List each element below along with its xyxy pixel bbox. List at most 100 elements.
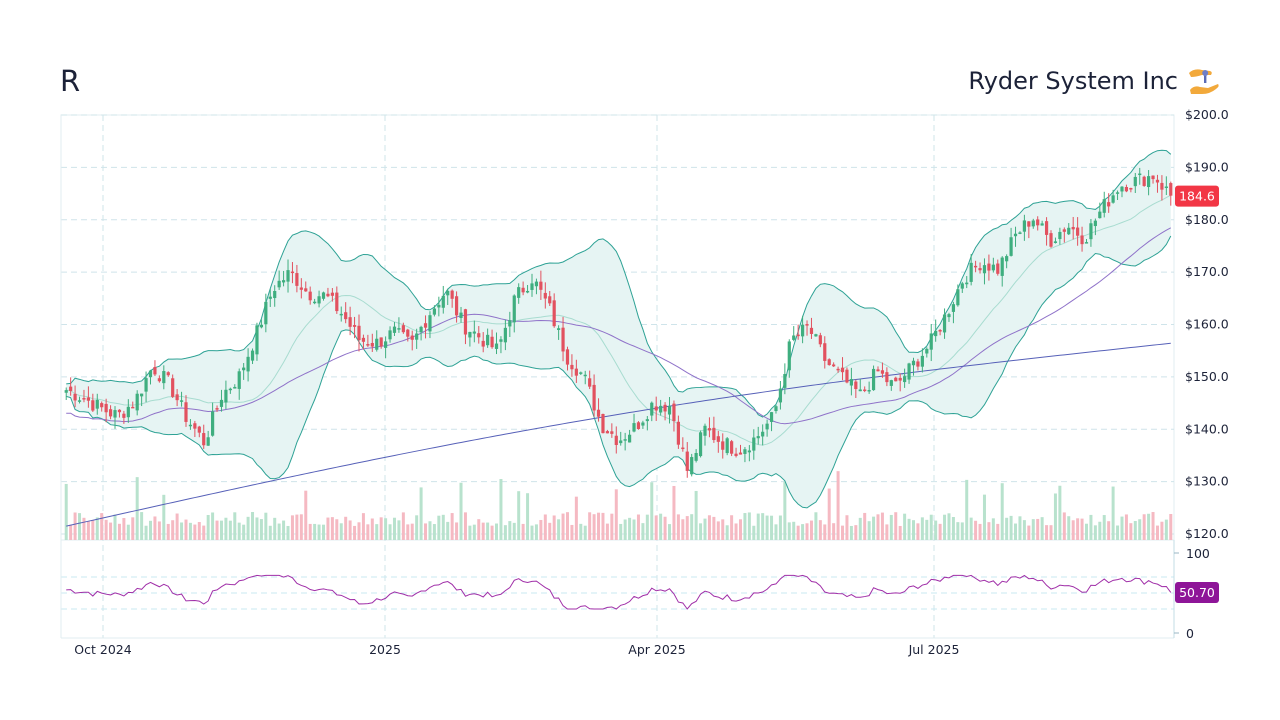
volume-bar	[650, 482, 654, 540]
sma-200-line	[66, 342, 1171, 527]
rsi-panel	[66, 574, 1172, 610]
candle-body	[1142, 176, 1146, 186]
candle-body	[410, 335, 414, 340]
candle-body	[583, 374, 587, 377]
candle-body	[193, 423, 197, 429]
candle-body	[219, 399, 224, 407]
volume-bar	[996, 523, 1000, 540]
candle-body	[1089, 223, 1093, 240]
candle-body	[1040, 223, 1044, 226]
candle-body	[1009, 237, 1013, 256]
candle-body	[614, 435, 618, 446]
candle-body	[206, 437, 210, 446]
candle-body	[809, 327, 814, 334]
volume-bar	[157, 521, 161, 540]
bollinger-fill	[66, 150, 1171, 508]
volume-bar	[481, 522, 485, 540]
volume-bar	[1120, 516, 1124, 540]
volume-bar	[534, 524, 538, 540]
volume-bar	[202, 525, 206, 540]
candle-body	[202, 433, 206, 446]
candle-body	[738, 452, 743, 455]
time-tick-label: Oct 2024	[74, 642, 131, 657]
candle-body	[903, 376, 907, 383]
volume-bar	[1107, 521, 1111, 540]
volume-bar	[286, 525, 290, 540]
candle-body	[397, 328, 401, 330]
volume-bar	[295, 514, 299, 540]
candle-body	[774, 406, 778, 412]
last-price-label: 184.6	[1179, 189, 1215, 204]
candle-body	[419, 326, 423, 332]
candle-body	[242, 367, 246, 371]
volume-bar	[370, 518, 374, 540]
volume-bar	[197, 522, 201, 540]
volume-bar	[322, 524, 326, 540]
candle-body	[800, 324, 805, 337]
volume-bar	[947, 513, 951, 540]
candle-body	[685, 451, 689, 471]
candle-body	[645, 419, 649, 422]
hand-giving-key-icon	[1189, 69, 1219, 94]
volume-bar	[552, 515, 556, 540]
volume-bar	[455, 522, 459, 540]
volume-bar	[778, 515, 782, 540]
candle-body	[499, 339, 503, 342]
volume-bar	[78, 513, 82, 540]
volume-bar	[823, 524, 827, 540]
volume-bar	[140, 512, 144, 540]
volume-bar	[468, 525, 472, 540]
volume-bar	[747, 512, 751, 540]
candle-body	[1027, 221, 1031, 227]
volume-bar	[872, 516, 876, 540]
candle-body	[996, 263, 1000, 274]
candle-body	[104, 403, 108, 413]
candle-body	[894, 377, 898, 382]
candle-body	[534, 281, 539, 287]
volume-bar	[357, 522, 361, 540]
volume-bar	[339, 523, 343, 540]
volume-bar	[956, 522, 960, 540]
candle-body	[1164, 186, 1168, 189]
volume-bar	[109, 522, 113, 540]
candle-body	[117, 409, 122, 413]
volume-bar	[171, 520, 175, 540]
candle-body	[876, 369, 880, 372]
candlesticks[interactable]	[64, 167, 1173, 478]
volume-bar	[818, 520, 822, 540]
volume-bar	[1071, 520, 1075, 540]
candle-body	[521, 287, 525, 293]
candle-body	[973, 265, 978, 268]
volume-bar	[951, 516, 955, 540]
volume-bar	[1014, 523, 1018, 540]
candle-body	[228, 388, 232, 391]
candle-body	[188, 424, 193, 427]
candle-body	[579, 372, 583, 374]
volume-bar	[1147, 513, 1151, 540]
volume-bar	[330, 517, 334, 540]
candle-body	[934, 330, 938, 337]
candle-body	[335, 292, 339, 312]
candle-body	[140, 393, 144, 397]
volume-bar	[1027, 525, 1031, 540]
volume-bar	[867, 521, 871, 540]
candle-body	[255, 325, 259, 355]
candle-body	[925, 348, 929, 354]
volume-bar	[126, 524, 130, 540]
candle-body	[1155, 179, 1160, 183]
volume-bar	[375, 524, 379, 540]
volume-bar	[636, 514, 640, 540]
volume-bar	[149, 520, 153, 540]
candle-body	[171, 378, 175, 397]
candle-body	[91, 400, 95, 411]
candle-body	[982, 265, 987, 274]
volume-bar	[410, 523, 414, 540]
volume-bar	[903, 513, 907, 540]
candle-body	[836, 368, 840, 371]
candle-body	[752, 437, 756, 451]
volume-bar	[619, 523, 623, 540]
volume-bar	[1000, 483, 1004, 540]
time-tick-label: Apr 2025	[628, 642, 685, 657]
candle-body	[561, 327, 565, 352]
